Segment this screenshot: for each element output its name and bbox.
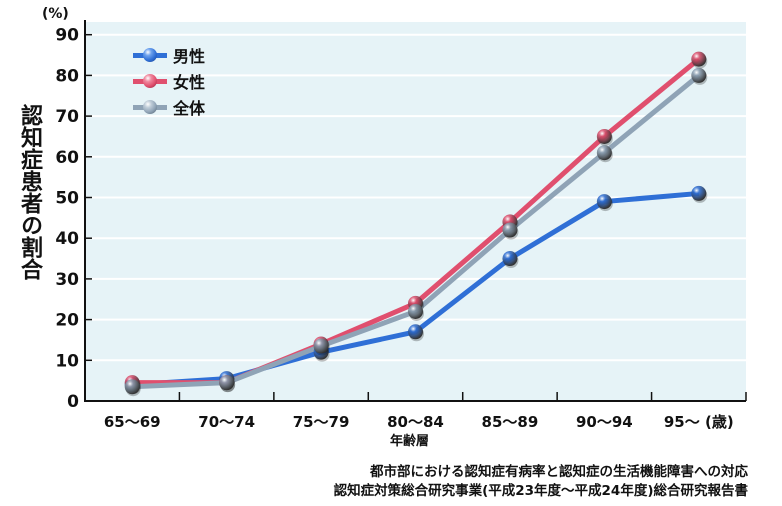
source-line-2: 認知症対策総合研究事業(平成23年度～平成24年度)総合研究報告書	[333, 483, 748, 499]
data-point-marker	[502, 251, 518, 267]
data-point-marker	[408, 303, 423, 319]
y-axis-unit: (%)	[42, 6, 69, 22]
data-point-marker	[691, 185, 707, 201]
data-point-marker	[219, 375, 235, 391]
source-line-1: 都市部における認知症有病率と認知症の生活機能障害への対応	[370, 464, 748, 480]
y-tick-label: 20	[55, 311, 79, 331]
legend-label: 全体	[173, 99, 206, 118]
legend-line-icon	[133, 73, 167, 88]
legend: 男性 女性 全体	[133, 42, 205, 120]
legend-item-female: 女性	[133, 68, 205, 94]
legend-item-male: 男性	[133, 42, 205, 68]
x-tick-label: 65～69	[104, 413, 161, 431]
y-tick-label: 50	[55, 189, 79, 209]
y-tick-label: 90	[55, 26, 79, 46]
data-point-marker	[691, 51, 707, 67]
legend-label: 女性	[173, 73, 206, 92]
y-tick-label: 60	[55, 148, 79, 168]
y-tick-label: 10	[55, 351, 79, 371]
data-point-marker	[408, 324, 423, 340]
x-tick-label: 70～74	[198, 413, 255, 431]
legend-label: 男性	[173, 47, 206, 66]
y-tick-label: 0	[67, 392, 79, 412]
y-tick-label: 40	[55, 229, 79, 249]
data-point-marker	[502, 222, 518, 238]
y-tick-label: 30	[55, 270, 79, 290]
legend-item-total: 全体	[133, 94, 205, 120]
data-point-marker	[313, 338, 329, 354]
data-point-marker	[596, 128, 612, 144]
legend-line-icon	[133, 47, 167, 62]
data-point-marker	[596, 145, 612, 161]
x-tick-label: 95～ (歳)	[664, 413, 734, 431]
data-point-marker	[596, 194, 612, 210]
data-point-marker	[691, 67, 707, 83]
x-tick-label: 80～84	[387, 413, 444, 431]
x-tick-label: 75～79	[293, 413, 350, 431]
x-tick-label: 85～89	[482, 413, 539, 431]
x-tick-label: 90～94	[576, 413, 633, 431]
y-tick-label: 80	[55, 66, 79, 86]
y-axis-title: 認知症患者の割合	[17, 104, 42, 280]
x-axis-title: 年齢層	[390, 434, 430, 449]
data-point-marker	[124, 379, 140, 395]
legend-line-icon	[133, 99, 167, 114]
y-tick-label: 70	[55, 107, 79, 127]
